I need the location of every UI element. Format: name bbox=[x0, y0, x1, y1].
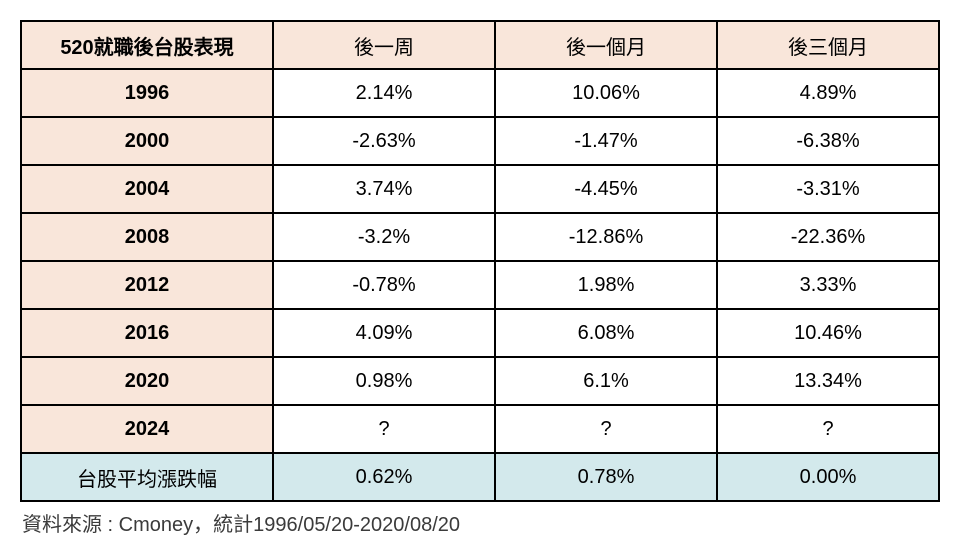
stock-performance-table: 520就職後台股表現 後一周 後一個月 後三個月 1996 2.14% 10.0… bbox=[20, 20, 940, 502]
value-cell: -12.86% bbox=[495, 213, 717, 261]
value-cell: 3.74% bbox=[273, 165, 495, 213]
table-row: 2016 4.09% 6.08% 10.46% bbox=[21, 309, 939, 357]
year-cell: 2016 bbox=[21, 309, 273, 357]
summary-value-cell: 0.78% bbox=[495, 453, 717, 501]
year-cell: 2008 bbox=[21, 213, 273, 261]
table-row: 2000 -2.63% -1.47% -6.38% bbox=[21, 117, 939, 165]
value-cell: -2.63% bbox=[273, 117, 495, 165]
year-cell: 2012 bbox=[21, 261, 273, 309]
summary-value-cell: 0.62% bbox=[273, 453, 495, 501]
year-cell: 2024 bbox=[21, 405, 273, 453]
value-cell: ? bbox=[273, 405, 495, 453]
value-cell: 6.08% bbox=[495, 309, 717, 357]
value-cell: 1.98% bbox=[495, 261, 717, 309]
year-cell: 2004 bbox=[21, 165, 273, 213]
value-cell: -3.2% bbox=[273, 213, 495, 261]
value-cell: 3.33% bbox=[717, 261, 939, 309]
value-cell: 13.34% bbox=[717, 357, 939, 405]
value-cell: 4.09% bbox=[273, 309, 495, 357]
data-source-note: 資料來源 : Cmoney，統計1996/05/20-2020/08/20 bbox=[20, 508, 940, 537]
header-cell: 520就職後台股表現 bbox=[21, 21, 273, 69]
value-cell: -22.36% bbox=[717, 213, 939, 261]
table-header-row: 520就職後台股表現 後一周 後一個月 後三個月 bbox=[21, 21, 939, 69]
year-cell: 2000 bbox=[21, 117, 273, 165]
value-cell: 10.06% bbox=[495, 69, 717, 117]
value-cell: 0.98% bbox=[273, 357, 495, 405]
value-cell: ? bbox=[717, 405, 939, 453]
value-cell: -3.31% bbox=[717, 165, 939, 213]
header-cell: 後三個月 bbox=[717, 21, 939, 69]
header-cell: 後一個月 bbox=[495, 21, 717, 69]
value-cell: ? bbox=[495, 405, 717, 453]
table-row: 2004 3.74% -4.45% -3.31% bbox=[21, 165, 939, 213]
value-cell: 4.89% bbox=[717, 69, 939, 117]
table-row: 2020 0.98% 6.1% 13.34% bbox=[21, 357, 939, 405]
value-cell: 10.46% bbox=[717, 309, 939, 357]
table-row: 2008 -3.2% -12.86% -22.36% bbox=[21, 213, 939, 261]
table-row: 1996 2.14% 10.06% 4.89% bbox=[21, 69, 939, 117]
year-cell: 1996 bbox=[21, 69, 273, 117]
summary-label-cell: 台股平均漲跌幅 bbox=[21, 453, 273, 501]
value-cell: -6.38% bbox=[717, 117, 939, 165]
value-cell: -0.78% bbox=[273, 261, 495, 309]
table-row: 2012 -0.78% 1.98% 3.33% bbox=[21, 261, 939, 309]
table-row: 2024 ? ? ? bbox=[21, 405, 939, 453]
year-cell: 2020 bbox=[21, 357, 273, 405]
table-summary-row: 台股平均漲跌幅 0.62% 0.78% 0.00% bbox=[21, 453, 939, 501]
value-cell: 2.14% bbox=[273, 69, 495, 117]
value-cell: -1.47% bbox=[495, 117, 717, 165]
summary-value-cell: 0.00% bbox=[717, 453, 939, 501]
header-cell: 後一周 bbox=[273, 21, 495, 69]
value-cell: -4.45% bbox=[495, 165, 717, 213]
value-cell: 6.1% bbox=[495, 357, 717, 405]
